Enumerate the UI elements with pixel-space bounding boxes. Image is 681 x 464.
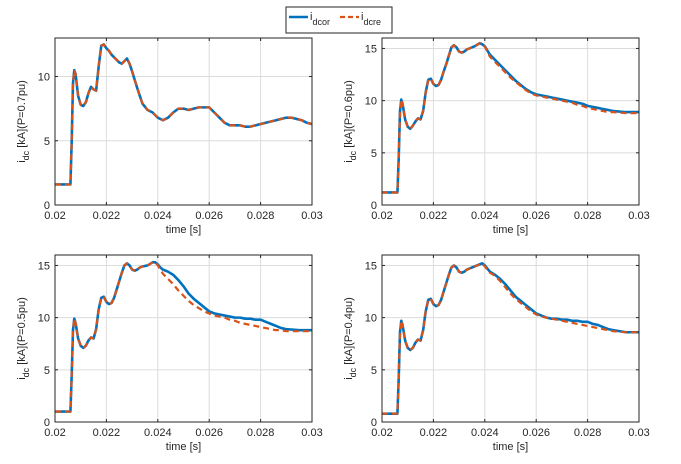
series-line-idcre <box>55 261 312 413</box>
y-tick-label: 5 <box>371 365 377 377</box>
series-line-idcre <box>382 42 639 194</box>
x-tick-label: 0.022 <box>420 427 448 439</box>
y-axis-label: idc [kA](P=0.4pu) <box>343 297 358 380</box>
series-line-idcre <box>55 43 313 186</box>
plot-area <box>382 255 639 422</box>
x-axis-label: time [s] <box>166 224 201 236</box>
plot-area <box>382 38 639 205</box>
y-tick-label: 5 <box>44 136 50 148</box>
x-tick-label: 0.022 <box>420 210 448 222</box>
y-tick-label: 0 <box>44 417 50 429</box>
axes-box <box>381 37 640 206</box>
x-tick-label: 0.022 <box>93 427 121 439</box>
subplot-3: 0.02 0.022 0.024 0.026 0.028 0.03 0 5 10 15 time [… <box>16 254 323 453</box>
x-tick-label: 0.028 <box>247 210 275 222</box>
axes-box <box>54 37 313 206</box>
x-axis-label: time [s] <box>493 224 528 236</box>
y-tick-label: 5 <box>44 365 50 377</box>
y-tick-label: 5 <box>371 148 377 160</box>
x-tick-label: 0.02 <box>44 427 65 439</box>
y-axis-label: idc [kA](P=0.5pu) <box>16 297 31 380</box>
y-tick-label: 15 <box>38 260 50 272</box>
plot-area <box>55 255 312 422</box>
x-tick-label: 0.03 <box>628 427 649 439</box>
series-line-idcre <box>382 262 639 415</box>
x-tick-label: 0.03 <box>301 210 322 222</box>
x-tick-label: 0.026 <box>522 210 550 222</box>
axes-box <box>381 254 640 423</box>
x-tick-label: 0.026 <box>522 427 550 439</box>
x-axis-label: time [s] <box>166 441 201 453</box>
y-tick-label: 10 <box>38 72 50 84</box>
y-axis-label: idc [kA](P=0.7pu) <box>16 80 31 163</box>
x-tick-label: 0.026 <box>195 427 223 439</box>
x-tick-label: 0.02 <box>371 210 392 222</box>
x-tick-label: 0.02 <box>371 427 392 439</box>
y-tick-label: 10 <box>365 96 377 108</box>
y-tick-label: 15 <box>365 43 377 55</box>
y-tick-label: 10 <box>365 313 377 325</box>
x-tick-label: 0.026 <box>195 210 223 222</box>
subplot-2: 0.02 0.022 0.024 0.026 0.028 0.03 0 5 10 15 time [… <box>343 37 650 236</box>
x-tick-label: 0.024 <box>471 427 499 439</box>
subplot-grid: 0.02 0.022 0.024 0.026 0.028 0.03 0 5 10 time [s]… <box>16 37 650 453</box>
x-tick-label: 0.028 <box>247 427 275 439</box>
y-tick-label: 0 <box>371 200 377 212</box>
x-axis-label: time [s] <box>493 441 528 453</box>
x-tick-label: 0.028 <box>574 210 602 222</box>
subplot-1: 0.02 0.022 0.024 0.026 0.028 0.03 0 5 10 time [s]… <box>16 37 323 236</box>
legend-box <box>285 6 393 34</box>
axes-box <box>54 254 313 423</box>
y-tick-label: 0 <box>44 200 50 212</box>
legend: idcor idcre <box>285 6 393 34</box>
x-tick-label: 0.024 <box>144 427 172 439</box>
x-tick-label: 0.024 <box>471 210 499 222</box>
x-tick-label: 0.03 <box>628 210 649 222</box>
y-axis-label: idc [kA](P=0.6pu) <box>343 80 358 163</box>
y-tick-label: 0 <box>371 417 377 429</box>
y-tick-label: 10 <box>38 313 50 325</box>
x-tick-label: 0.022 <box>93 210 121 222</box>
x-tick-label: 0.024 <box>144 210 172 222</box>
x-tick-label: 0.03 <box>301 427 322 439</box>
y-tick-label: 15 <box>365 260 377 272</box>
subplot-4: 0.02 0.022 0.024 0.026 0.028 0.03 0 5 10 15 time [… <box>343 254 650 453</box>
x-tick-label: 0.028 <box>574 427 602 439</box>
x-tick-label: 0.02 <box>44 210 65 222</box>
